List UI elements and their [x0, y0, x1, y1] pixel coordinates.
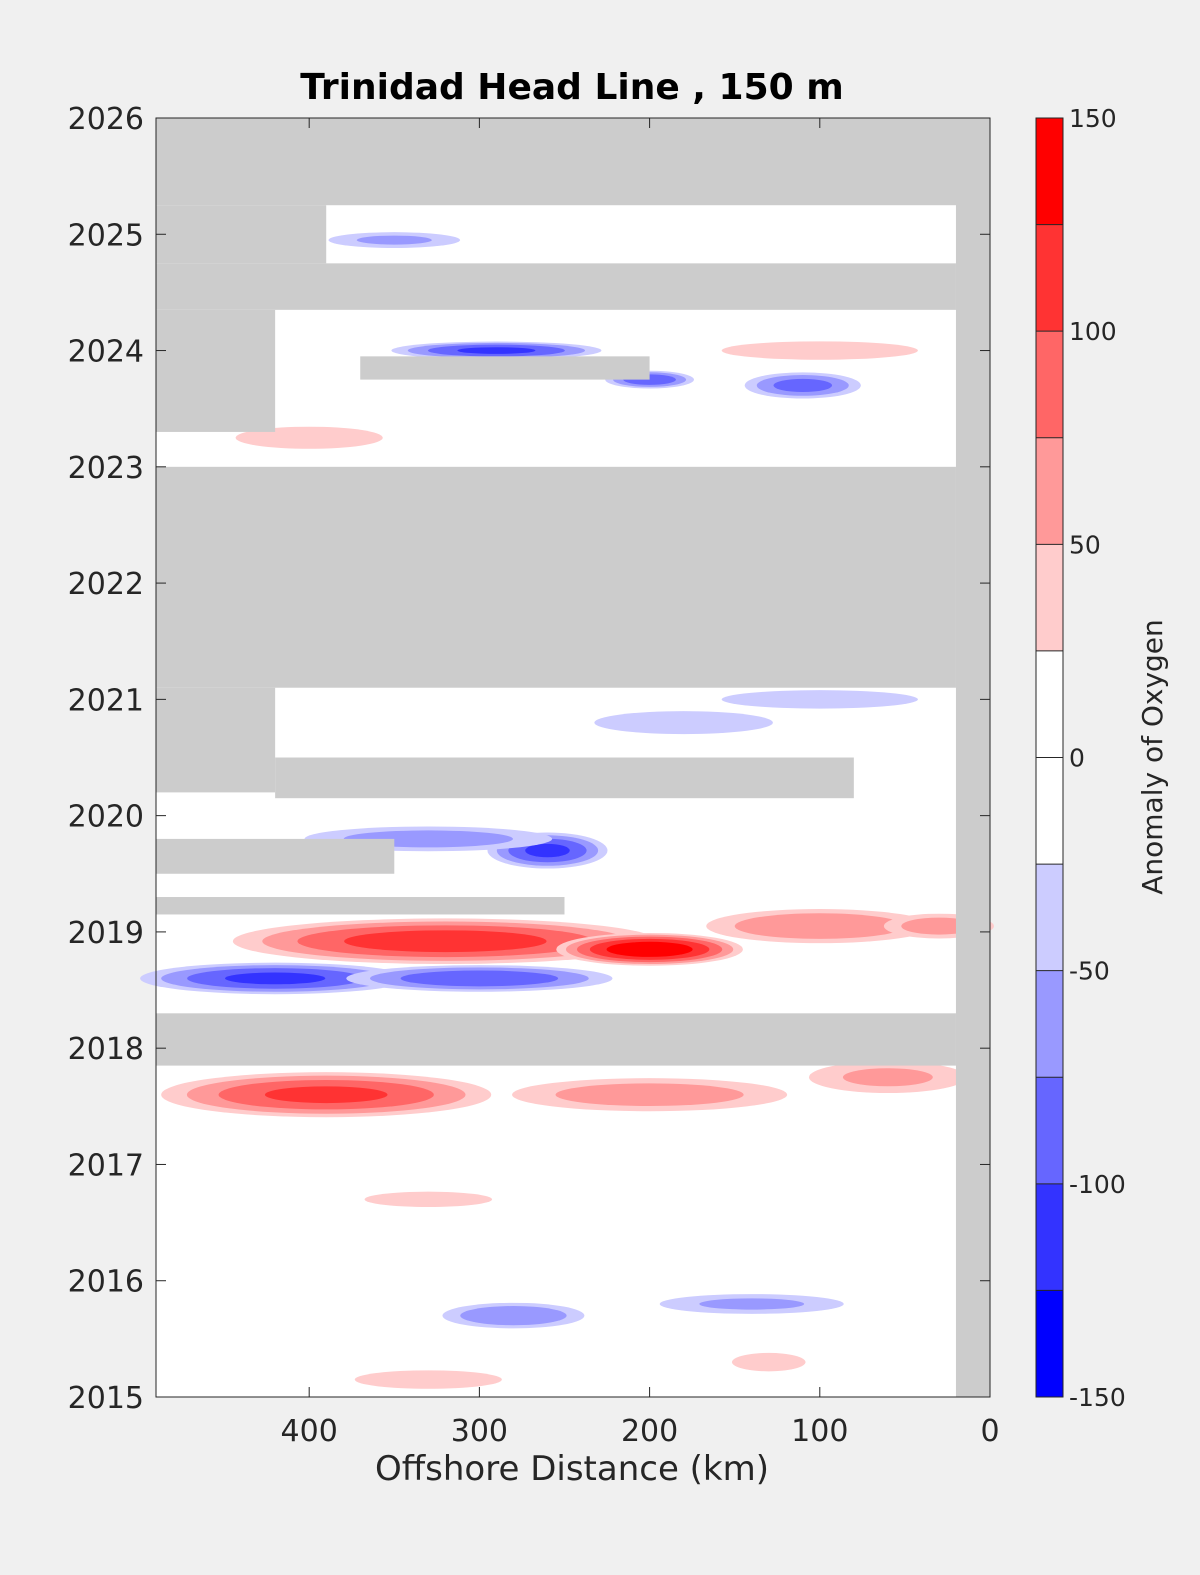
anomaly-contour [606, 941, 693, 957]
colorbar-swatch [1036, 331, 1063, 438]
anomaly-contour [721, 341, 918, 360]
x-tick-label: 400 [281, 1414, 338, 1449]
missing-data-band [360, 356, 650, 380]
y-axis: 2015 2016 2017 2018 2019 2020 2021 2022 2023 2024… [68, 102, 990, 1416]
y-tick-label: 2019 [68, 916, 144, 951]
plot-area: 400 300 200 100 0 20152016201720182019202020… [68, 102, 1000, 1449]
missing-data-band [156, 118, 990, 206]
colorbar-swatch [1036, 544, 1063, 651]
colorbar-swatch [1036, 1183, 1063, 1291]
y-tick-label: 2024 [68, 335, 144, 370]
colorbar-tick-label: -100 [1069, 1170, 1126, 1199]
missing-data-band [156, 838, 395, 874]
missing-data-mask [156, 118, 990, 1397]
y-tick-label: 2015 [68, 1381, 144, 1416]
anomaly-contour [842, 1068, 933, 1087]
anomaly-contour [400, 970, 559, 987]
y-tick-label: 2025 [68, 218, 144, 253]
x-tick-label: 100 [791, 1414, 848, 1449]
colorbar-swatch [1036, 224, 1063, 332]
x-tick-label: 200 [621, 1414, 678, 1449]
anomaly-contour [264, 1086, 388, 1104]
anomaly-contour [235, 426, 383, 449]
missing-data-band [156, 1013, 956, 1066]
colorbar-swatch [1036, 650, 1063, 758]
y-tick-label: 2018 [68, 1032, 144, 1067]
colorbar-tick-label: 150 [1069, 104, 1117, 133]
y-tick-label: 2020 [68, 800, 144, 835]
anomaly-contour [525, 843, 570, 858]
y-tick-label: 2023 [68, 451, 144, 486]
missing-data-band [156, 687, 276, 793]
anomaly-contour [555, 1083, 744, 1107]
anomaly-contour [354, 1370, 502, 1389]
colorbar-swatch [1036, 1290, 1063, 1397]
y-tick-label: 2016 [68, 1265, 144, 1300]
y-tick-label: 2017 [68, 1148, 144, 1183]
colorbar-tick-label: -50 [1069, 957, 1110, 986]
missing-data-band [275, 757, 854, 799]
colorbar-frame [1035, 117, 1064, 1398]
colorbar-ticks: -150 -100 -50 0 50 100 150 [1069, 104, 1126, 1412]
anomaly-contour [356, 235, 432, 245]
x-tick-label: 0 [980, 1414, 999, 1449]
colorbar: -150 -100 -50 0 50 100 150 Anomaly of Oxygen [1035, 104, 1169, 1412]
x-tick-label: 300 [451, 1414, 508, 1449]
colorbar-swatch [1036, 437, 1063, 545]
colorbar-swatch [1036, 864, 1063, 971]
missing-data-band [156, 309, 276, 432]
colorbar-swatch [1036, 970, 1063, 1078]
anomaly-contour [225, 972, 326, 985]
missing-data-band [156, 263, 956, 310]
missing-data-band [156, 205, 327, 264]
colorbar-tick-label: -150 [1069, 1383, 1126, 1412]
plot-frame [155, 117, 991, 1398]
anomaly-contour [460, 1306, 567, 1326]
anomaly-contour [364, 1191, 493, 1208]
x-axis: 400 300 200 100 0 [281, 118, 1000, 1449]
missing-data-band [156, 466, 956, 688]
anomaly-contour [594, 711, 773, 735]
missing-data-band [156, 897, 565, 915]
anomaly-contour [773, 378, 833, 393]
anomaly-contour [699, 1298, 805, 1310]
missing-data-band [955, 118, 990, 1397]
colorbar-tick-label: 0 [1069, 744, 1085, 773]
y-tick-label: 2021 [68, 683, 144, 718]
anomaly-contour [457, 347, 536, 354]
colorbar-swatch [1036, 1077, 1063, 1184]
colorbar-swatches [1036, 118, 1063, 1397]
anomaly-contour [734, 913, 905, 939]
colorbar-tick-label: 100 [1069, 317, 1117, 346]
x-axis-label: Offshore Distance (km) [375, 1449, 769, 1489]
chart-title: Trinidad Head Line , 150 m [300, 67, 843, 108]
colorbar-swatch [1036, 757, 1063, 865]
colorbar-swatch [1036, 118, 1063, 225]
colorbar-tick-label: 50 [1069, 530, 1101, 559]
anomaly-contour [721, 690, 918, 709]
y-tick-label: 2022 [68, 567, 144, 602]
anomaly-contour [344, 930, 547, 953]
colorbar-label: Anomaly of Oxygen [1136, 619, 1169, 895]
anomaly-contour [731, 1352, 806, 1372]
y-tick-label: 2026 [68, 102, 144, 137]
